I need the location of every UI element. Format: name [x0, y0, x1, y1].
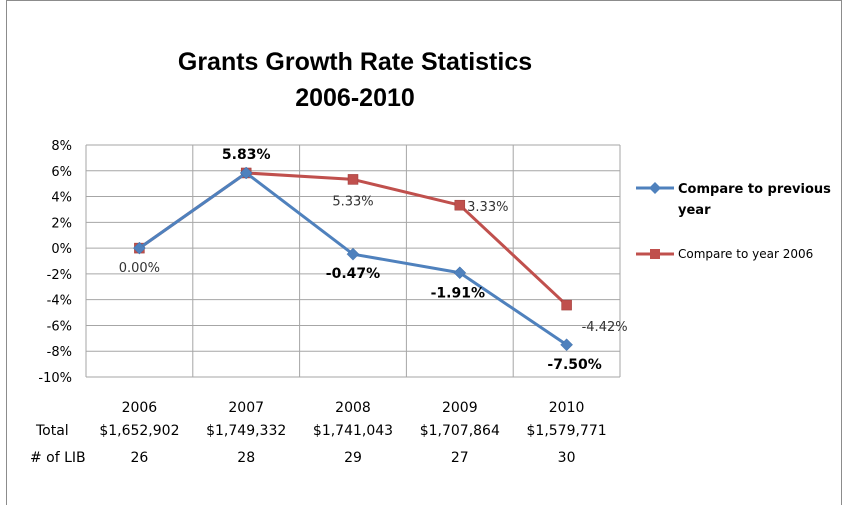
data-label-year-2006: -4.42% — [582, 320, 628, 335]
x-tick-label: 2009 — [442, 400, 478, 416]
data-point-diamond — [133, 241, 146, 255]
y-tick-label: -10% — [38, 371, 72, 386]
legend-marker-square — [650, 249, 660, 259]
data-point-diamond — [560, 338, 573, 352]
data-label-previous-year: -0.47% — [326, 266, 380, 282]
y-tick-label: 4% — [51, 191, 72, 206]
data-point-square — [561, 299, 572, 311]
data-point-diamond — [239, 166, 253, 180]
chart-frame — [6, 0, 842, 505]
table-cell: $1,749,332 — [206, 423, 286, 439]
table-cell: $1,741,043 — [313, 423, 393, 439]
legend-label-year-2006: Compare to year 2006 — [678, 247, 813, 261]
data-point-square — [454, 199, 466, 211]
data-point-diamond — [346, 247, 360, 261]
data-label-year-2006: 5.33% — [332, 194, 373, 209]
series-line-year-2006 — [138, 171, 568, 307]
y-tick-label: 0% — [51, 242, 72, 257]
data-label-previous-year: -1.91% — [431, 286, 485, 302]
table-cell: 28 — [237, 450, 255, 466]
legend-label-previous-year-line2: year — [678, 203, 711, 218]
y-tick-label: -4% — [47, 294, 72, 309]
y-tick-label: 6% — [51, 165, 72, 180]
x-tick-label: 2006 — [122, 400, 158, 416]
table-cell: $1,707,864 — [420, 423, 500, 439]
y-tick-label: -6% — [47, 319, 72, 334]
data-point-diamond — [453, 266, 467, 280]
data-label-previous-year: -7.50% — [547, 357, 601, 373]
y-tick-label: 8% — [51, 139, 72, 154]
table-cell: 27 — [451, 450, 469, 466]
table-row-label: # of LIB — [30, 450, 86, 466]
x-tick-label: 2008 — [335, 400, 371, 416]
chart-title-line-1: Grants Growth Rate Statistics — [178, 48, 532, 76]
table-cell: 29 — [344, 450, 362, 466]
y-tick-label: 2% — [51, 216, 72, 231]
table-cell: $1,652,902 — [99, 423, 179, 439]
table-cell: 26 — [130, 450, 148, 466]
x-tick-label: 2007 — [228, 400, 264, 416]
y-tick-label: -2% — [47, 268, 72, 283]
chart-title-line-2: 2006-2010 — [295, 84, 415, 112]
y-tick-label: -8% — [47, 345, 72, 360]
legend-label-previous-year: Compare to previous — [678, 182, 831, 197]
x-tick-label: 2010 — [549, 400, 585, 416]
legend-marker-diamond — [649, 182, 661, 194]
table-cell: 30 — [558, 450, 576, 466]
table-cell: $1,579,771 — [527, 423, 607, 439]
data-label-year-2006: 0.00% — [119, 261, 160, 276]
data-point-square — [347, 174, 359, 185]
data-label-previous-year: 5.83% — [222, 147, 271, 163]
table-row-label: Total — [35, 423, 69, 439]
data-label-year-2006: 3.33% — [467, 200, 508, 215]
